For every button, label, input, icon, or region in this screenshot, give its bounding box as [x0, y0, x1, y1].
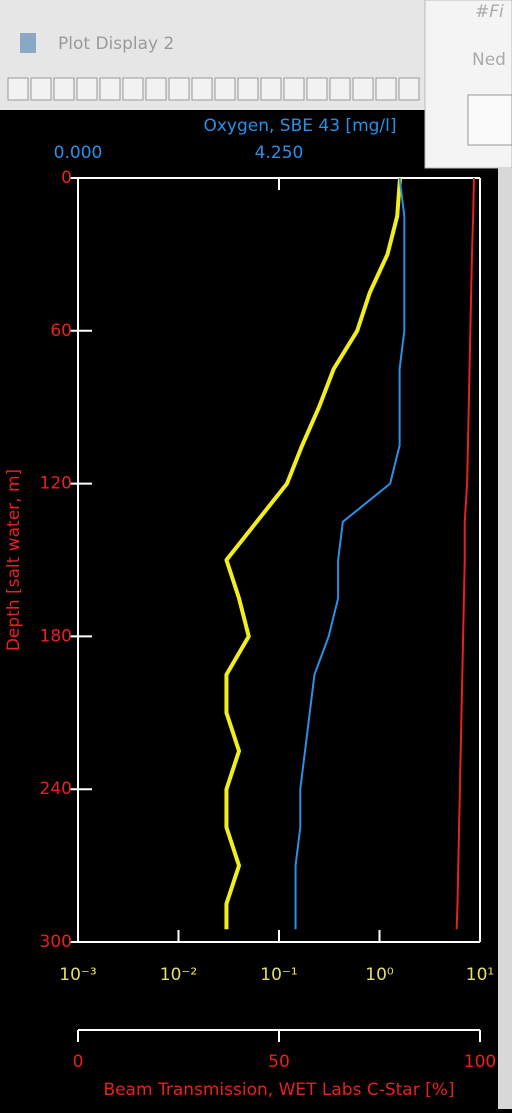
toolbar-button[interactable]	[168, 77, 190, 101]
toolbar-button[interactable]	[329, 77, 351, 101]
y-tick-label: 0	[61, 168, 72, 188]
toolbar-button[interactable]	[306, 77, 328, 101]
toolbar-button[interactable]	[398, 77, 420, 101]
dialog-text: #Fi	[475, 2, 504, 22]
dialog-text: Ned	[472, 50, 506, 70]
x-axis-title: Oxygen, SBE 43 [mg/l]	[203, 116, 396, 136]
x-tick-label: 10⁻³	[59, 965, 96, 985]
toolbar-button[interactable]	[76, 77, 98, 101]
x-tick-label: 10¹	[466, 965, 494, 985]
x-tick-label: 100	[464, 1052, 496, 1072]
x-tick-label: 10⁻¹	[260, 965, 297, 985]
y-tick-label: 60	[50, 321, 72, 341]
toolbar-button[interactable]	[122, 77, 144, 101]
toolbar-button[interactable]	[145, 77, 167, 101]
y-tick-label: 240	[40, 779, 72, 799]
x-tick-label: 4.250	[255, 143, 304, 163]
window-icon	[20, 33, 36, 53]
window-title: Plot Display 2	[58, 34, 174, 54]
toolbar	[7, 77, 420, 101]
x-tick-label: 0.000	[54, 143, 103, 163]
profile-line	[455, 177, 475, 930]
toolbar-button[interactable]	[375, 77, 397, 101]
toolbar-button[interactable]	[99, 77, 121, 101]
screen-edge	[498, 168, 512, 1109]
toolbar-button[interactable]	[283, 77, 305, 101]
profile-line	[294, 177, 406, 930]
x-tick-label: 10⁰	[365, 965, 394, 985]
x-tick-label: 0	[73, 1052, 84, 1072]
toolbar-button[interactable]	[53, 77, 75, 101]
toolbar-button[interactable]	[191, 77, 213, 101]
x-tick-label: 10⁻²	[160, 965, 197, 985]
toolbar-button[interactable]	[214, 77, 236, 101]
toolbar-button[interactable]	[30, 77, 52, 101]
x-tick-label: 50	[268, 1052, 290, 1072]
y-tick-label: 120	[40, 474, 72, 494]
x-axis-title: Beam Transmission, WET Labs C-Star [%]	[103, 1080, 454, 1100]
y-tick-label: 300	[40, 932, 72, 952]
y-axis-title: Depth [salt water, m]	[4, 469, 24, 651]
toolbar-button[interactable]	[237, 77, 259, 101]
toolbar-button[interactable]	[7, 77, 29, 101]
toolbar-button[interactable]	[352, 77, 374, 101]
y-tick-label: 180	[40, 626, 72, 646]
toolbar-button[interactable]	[260, 77, 282, 101]
dialog-button[interactable]	[467, 94, 512, 146]
profile-line	[224, 177, 403, 930]
